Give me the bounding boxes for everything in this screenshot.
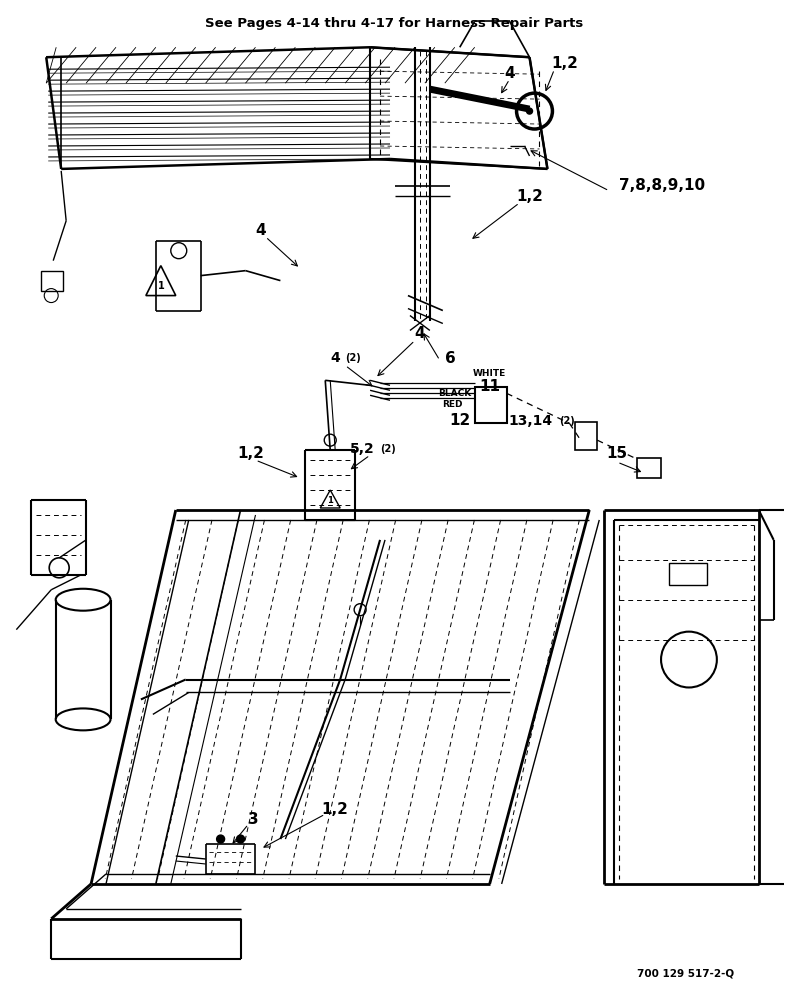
Ellipse shape [56,708,110,730]
Text: 700 129 517-2-Q: 700 129 517-2-Q [637,969,734,979]
Bar [575,422,597,450]
Bar [669,563,707,585]
Text: 4: 4 [414,326,426,341]
Text: BLACK: BLACK [438,389,471,398]
Circle shape [217,835,225,843]
Text: 4: 4 [330,351,340,365]
Circle shape [236,835,244,843]
Text: 1,2: 1,2 [516,189,543,204]
Bar [41,271,63,291]
Circle shape [526,108,533,114]
Text: 3: 3 [248,812,258,827]
Text: (2): (2) [559,416,575,426]
Text: 11: 11 [479,379,500,394]
Text: 4: 4 [255,223,266,238]
Text: 12: 12 [449,413,470,428]
Text: 6: 6 [444,351,455,366]
Text: RED: RED [443,400,463,409]
Text: 7,8,8,9,10: 7,8,8,9,10 [619,178,705,193]
Text: 15: 15 [607,446,628,461]
Text: 1,2: 1,2 [551,56,578,71]
Bar [474,387,507,423]
Ellipse shape [56,589,110,611]
Text: See Pages 4-14 thru 4-17 for Harness Repair Parts: See Pages 4-14 thru 4-17 for Harness Rep… [205,17,583,30]
Text: 1,2: 1,2 [237,446,264,461]
Text: 5,2: 5,2 [351,442,375,456]
Text: WHITE: WHITE [473,369,506,378]
Bar [637,458,661,478]
Text: (2): (2) [380,444,396,454]
Text: 1: 1 [158,281,164,291]
Text: 1,2: 1,2 [322,802,348,817]
Text: 13,14: 13,14 [508,414,552,428]
Text: 4: 4 [504,66,515,81]
Text: 1: 1 [327,496,333,505]
Text: (2): (2) [345,353,361,363]
